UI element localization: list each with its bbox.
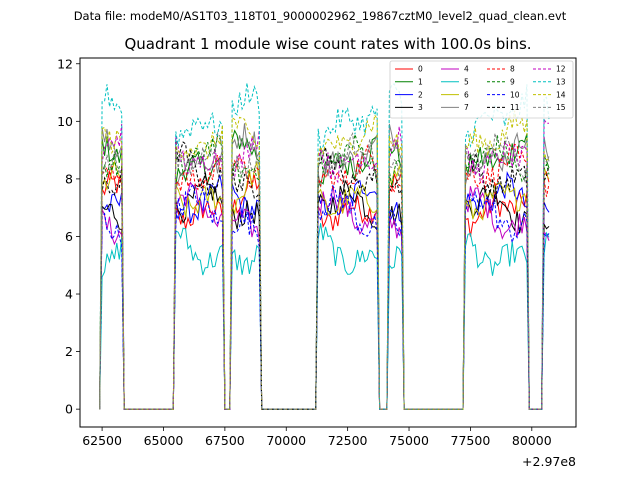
series-line-2 bbox=[99, 170, 550, 410]
legend-label-4: 4 bbox=[464, 65, 469, 74]
legend-box bbox=[389, 60, 574, 119]
series-line-1 bbox=[99, 129, 550, 410]
x-tick-label: 77500 bbox=[451, 433, 491, 448]
legend-label-1: 1 bbox=[418, 78, 423, 87]
legend-label-13: 13 bbox=[556, 78, 566, 87]
y-tick-label: 10 bbox=[57, 114, 73, 129]
legend-label-15: 15 bbox=[556, 103, 566, 112]
y-tick-label: 8 bbox=[65, 171, 73, 186]
legend-label-0: 0 bbox=[418, 65, 423, 74]
series-line-12 bbox=[99, 117, 549, 410]
y-tick-label: 2 bbox=[65, 344, 73, 359]
legend-label-6: 6 bbox=[464, 90, 469, 99]
y-tick-label: 0 bbox=[65, 402, 73, 417]
x-tick-label: 80000 bbox=[512, 433, 552, 448]
legend-label-8: 8 bbox=[510, 65, 515, 74]
series-line-0 bbox=[99, 169, 550, 410]
y-tick-label: 4 bbox=[65, 287, 73, 302]
legend-label-3: 3 bbox=[418, 103, 423, 112]
x-axis: 62500 65000 67500 70000 72500 75000 77500 80000 bbox=[82, 427, 552, 448]
x-tick-label: 70000 bbox=[266, 433, 306, 448]
legend-label-9: 9 bbox=[510, 78, 515, 87]
series-line-11 bbox=[99, 140, 550, 410]
x-tick-label: 72500 bbox=[328, 433, 368, 448]
legend-label-14: 14 bbox=[556, 90, 566, 99]
legend-label-12: 12 bbox=[556, 65, 566, 74]
legend-label-2: 2 bbox=[418, 90, 423, 99]
series-line-6 bbox=[99, 160, 550, 410]
legend-label-11: 11 bbox=[510, 103, 520, 112]
suptitle: Data file: modeM0/AS1T03_118T01_90000029… bbox=[74, 9, 567, 23]
legend-label-7: 7 bbox=[464, 103, 469, 112]
x-tick-label: 65000 bbox=[144, 433, 184, 448]
series-line-8 bbox=[99, 142, 550, 410]
series-layer bbox=[99, 82, 550, 410]
legend-label-5: 5 bbox=[464, 78, 469, 87]
y-axis: 0 2 4 6 8 10 12 bbox=[57, 56, 80, 417]
chart-title: Quadrant 1 module wise count rates with … bbox=[124, 35, 531, 53]
x-offset-label: +2.97e8 bbox=[522, 454, 576, 469]
series-line-13 bbox=[99, 82, 550, 410]
plot-frame bbox=[79, 57, 577, 428]
series-line-14 bbox=[99, 110, 550, 410]
series-line-5 bbox=[99, 223, 550, 410]
x-tick-label: 62500 bbox=[82, 433, 122, 448]
y-tick-label: 6 bbox=[65, 229, 73, 244]
x-tick-label: 67500 bbox=[205, 433, 245, 448]
legend-label-10: 10 bbox=[510, 90, 520, 99]
series-line-3 bbox=[99, 174, 550, 410]
y-tick-label: 12 bbox=[57, 56, 73, 71]
x-tick-label: 75000 bbox=[389, 433, 429, 448]
